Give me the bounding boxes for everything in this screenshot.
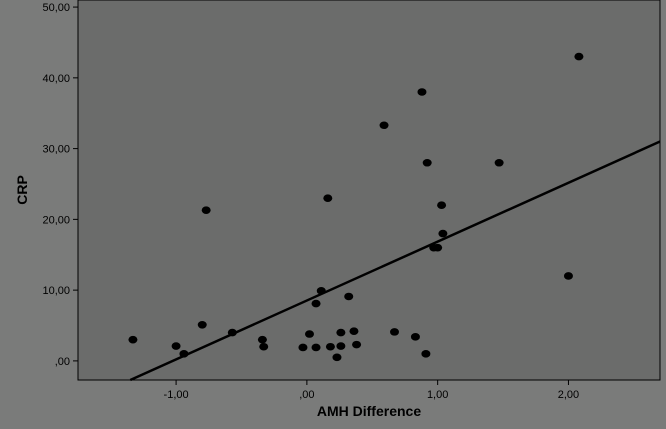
data-point (128, 335, 138, 344)
data-point (201, 206, 211, 214)
y-tick-label: 30,00 (42, 144, 70, 156)
data-point (304, 330, 314, 338)
data-point (352, 340, 362, 349)
x-axis-title: AMH Difference (317, 403, 421, 419)
data-point (298, 343, 308, 352)
y-axis-title: CRP (14, 175, 30, 205)
plot-area (77, 0, 661, 381)
data-point (421, 350, 431, 358)
y-tick-label: 20,00 (42, 214, 70, 226)
x-tick-label: 1,00 (427, 389, 448, 401)
x-tick-label: ,00 (299, 389, 314, 401)
data-point (574, 52, 584, 61)
y-tick-label: ,00 (55, 356, 70, 368)
y-tick-label: 40,00 (42, 73, 70, 85)
data-point (410, 333, 420, 341)
data-point (563, 272, 573, 280)
data-point (336, 342, 346, 350)
data-point (257, 335, 267, 344)
data-point (379, 121, 389, 130)
data-point (325, 342, 335, 351)
y-axis-ticks: ,00 10,00 20,00 30,00 40,00 50,00 (42, 2, 78, 368)
data-point (197, 321, 207, 329)
data-point (438, 229, 448, 238)
data-point (437, 201, 447, 210)
y-tick-label: 50,00 (42, 2, 70, 14)
data-point (171, 342, 181, 350)
data-point (422, 158, 432, 167)
data-point (390, 328, 400, 336)
data-point (311, 299, 321, 308)
data-point (336, 328, 346, 337)
fit-line (129, 140, 661, 382)
data-point (433, 243, 443, 252)
data-point (344, 292, 354, 301)
x-tick-label: -1,00 (164, 389, 189, 401)
data-point (323, 194, 333, 202)
data-points (128, 52, 584, 362)
x-tick-label: 2,00 (558, 389, 579, 401)
data-point (494, 158, 504, 167)
data-point (311, 343, 321, 352)
data-point (259, 342, 269, 351)
data-point (417, 88, 427, 96)
y-tick-label: 10,00 (42, 285, 70, 297)
x-axis-ticks: -1,00 ,00 1,00 2,00 (164, 380, 579, 401)
data-point (349, 327, 359, 335)
data-point (332, 353, 342, 362)
